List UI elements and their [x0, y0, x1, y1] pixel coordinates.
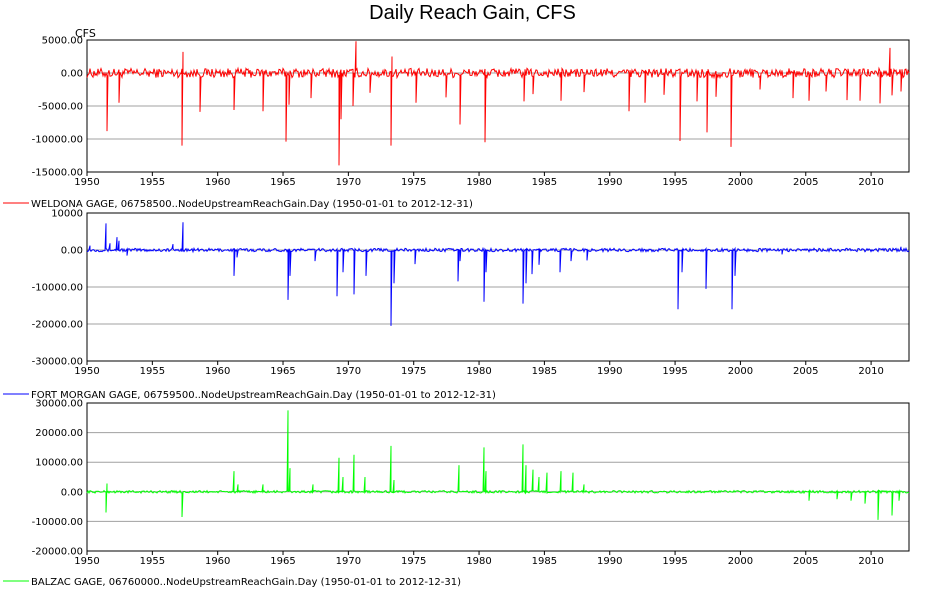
x-tick-label: 2000: [728, 556, 753, 567]
y-tick-label: 0.00: [61, 246, 83, 257]
x-tick-label: 1985: [532, 556, 557, 567]
x-tick-label: 1990: [597, 366, 622, 377]
y-tick-label: 10000.00: [35, 458, 83, 469]
x-tick-label: 1995: [662, 177, 687, 188]
x-tick-label: 1985: [532, 366, 557, 377]
x-tick-label: 1950: [74, 177, 99, 188]
x-tick-label: 1955: [140, 366, 165, 377]
x-tick-label: 1975: [401, 366, 426, 377]
panel-2: 10000 0.00 -10000.00 -20000.00 -30000.001950…: [3, 209, 910, 401]
x-tick-label: 1980: [466, 366, 491, 377]
x-tick-label: 2005: [793, 177, 818, 188]
y-tick-label: 0.00: [61, 487, 83, 498]
x-tick-label: 1955: [140, 177, 165, 188]
x-tick-label: 1985: [532, 177, 557, 188]
plot-frame: [86, 39, 910, 173]
x-tick-label: 1950: [74, 366, 99, 377]
x-tick-label: 1950: [74, 556, 99, 567]
panel-1: 5000.000.00-5000.00-10000.00-15000.00195…: [3, 36, 910, 210]
x-tick-label: 2005: [793, 556, 818, 567]
x-tick-label: 2005: [793, 366, 818, 377]
x-tick-label: 1980: [466, 556, 491, 567]
x-tick-label: 1965: [270, 366, 295, 377]
x-tick-label: 1990: [597, 177, 622, 188]
x-tick-label: 2010: [858, 556, 883, 567]
y-tick-label: -10000.00: [32, 517, 83, 528]
x-tick-label: 1965: [270, 177, 295, 188]
series-line-1: [86, 41, 910, 166]
chart-title: Daily Reach Gain, CFS: [369, 2, 576, 24]
x-tick-label: 2010: [858, 366, 883, 377]
series-line-3: [86, 410, 910, 520]
x-tick-label: 1990: [597, 556, 622, 567]
x-tick-label: 1955: [140, 556, 165, 567]
y-tick-label: -10000.00: [32, 135, 83, 146]
y-tick-label: -10000.00: [32, 283, 83, 294]
legend-label: WELDONA GAGE, 06758500..NodeUpstreamReac…: [31, 199, 473, 210]
panel-3: 30000.00 20000.00 10000.00 0.00 -10000.00 -20…: [3, 399, 910, 588]
x-tick-label: 1980: [466, 177, 491, 188]
x-tick-label: 2000: [728, 366, 753, 377]
y-tick-label: -5000.00: [38, 102, 83, 113]
units-label: CFS: [75, 27, 96, 40]
x-tick-label: 1995: [662, 556, 687, 567]
y-tick-label: 10000: [51, 209, 83, 220]
x-tick-label: 2000: [728, 177, 753, 188]
x-tick-label: 1970: [336, 556, 361, 567]
x-tick-label: 1960: [205, 556, 230, 567]
y-tick-label: -20000.00: [32, 320, 83, 331]
x-tick-label: 1965: [270, 556, 295, 567]
legend-label: FORT MORGAN GAGE, 06759500..NodeUpstream…: [31, 390, 496, 401]
x-tick-label: 1975: [401, 177, 426, 188]
x-tick-label: 1995: [662, 366, 687, 377]
x-tick-label: 1960: [205, 177, 230, 188]
series-line-2: [86, 222, 910, 326]
x-tick-label: 1970: [336, 366, 361, 377]
y-tick-label: 30000.00: [35, 399, 83, 410]
plot-frame: [86, 212, 910, 362]
y-tick-label: 0.00: [61, 69, 83, 80]
y-tick-label: -15000.00: [32, 168, 83, 179]
y-tick-label: 5000.00: [42, 36, 83, 47]
x-tick-label: 1960: [205, 366, 230, 377]
plot-frame: [86, 402, 910, 552]
x-tick-label: 1970: [336, 177, 361, 188]
y-tick-label: -20000.00: [32, 547, 83, 558]
x-tick-label: 1975: [401, 556, 426, 567]
y-tick-label: 20000.00: [35, 428, 83, 439]
x-tick-label: 2010: [858, 177, 883, 188]
legend-label: BALZAC GAGE, 06760000..NodeUpstreamReach…: [31, 577, 461, 588]
y-tick-label: -30000.00: [32, 357, 83, 368]
